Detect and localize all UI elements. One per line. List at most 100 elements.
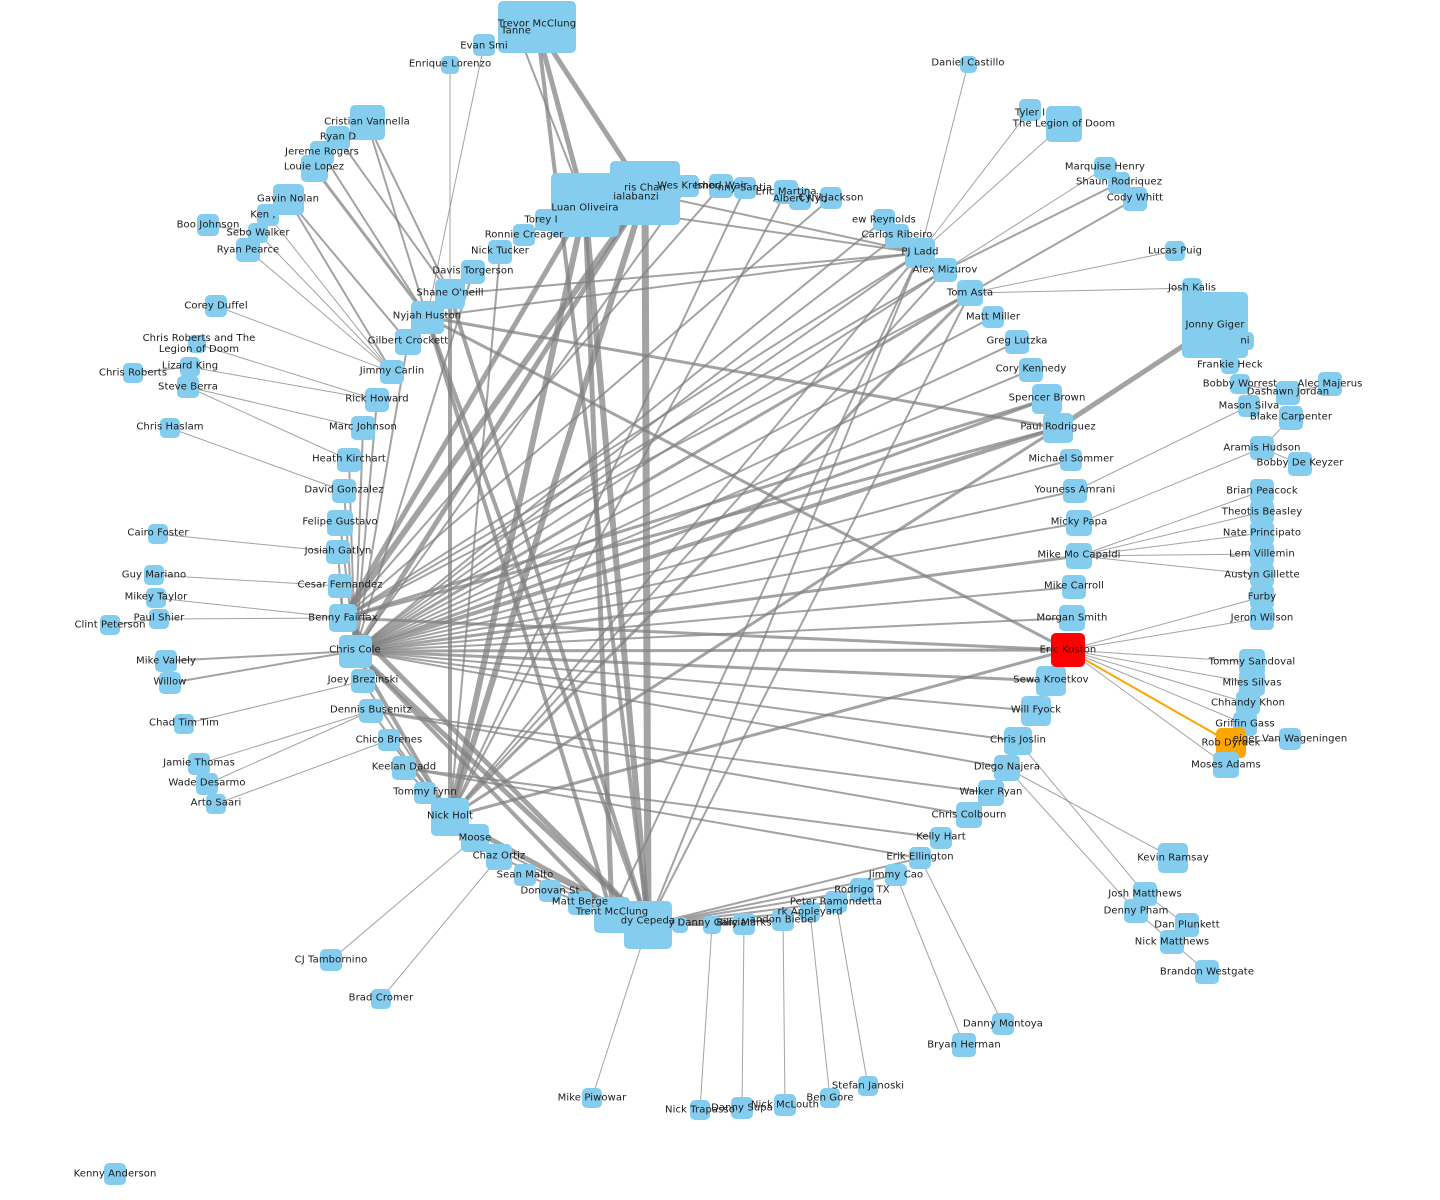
graph-node-arto-saari[interactable] <box>206 794 226 814</box>
graph-node-marc-johnson[interactable] <box>351 416 375 440</box>
graph-node-enrique-lorenzo[interactable] <box>441 56 459 74</box>
graph-node-pj-ladd[interactable] <box>905 238 935 268</box>
graph-node-eric-koston[interactable] <box>1051 633 1085 667</box>
graph-node-torey-l[interactable] <box>535 209 557 231</box>
graph-node-mike-mo-capaldi[interactable] <box>1066 543 1092 569</box>
graph-node-alex-mizurov[interactable] <box>933 258 957 282</box>
graph-node-kenny-anderson[interactable] <box>104 1163 126 1185</box>
graph-node-moses-adams[interactable] <box>1213 752 1239 778</box>
graph-node-diego-najera[interactable] <box>994 755 1020 781</box>
graph-node-luan-oliveira[interactable] <box>551 173 619 237</box>
graph-node-albert-nyberg[interactable] <box>789 188 811 210</box>
graph-node-denny-pham[interactable] <box>1124 899 1148 923</box>
graph-node-mike-piwowar[interactable] <box>582 1088 602 1108</box>
graph-node-cesar-fernandez[interactable] <box>328 574 352 598</box>
graph-node-nick-trapasso[interactable] <box>690 1100 710 1120</box>
graph-node-jimmy-carlin[interactable] <box>380 360 404 384</box>
graph-node-morgan-smith[interactable] <box>1059 605 1085 631</box>
graph-node-brad-cromer[interactable] <box>371 989 391 1009</box>
graph-node-ishod-wair[interactable] <box>709 174 733 198</box>
graph-node-manny-santiago[interactable] <box>734 177 756 199</box>
graph-node-blake-carpenter[interactable] <box>1279 406 1303 430</box>
graph-node-sean-malto[interactable] <box>514 864 536 886</box>
graph-node-paul-shier[interactable] <box>149 609 169 629</box>
graph-node-steve-berra[interactable] <box>177 376 199 398</box>
graph-node-joey-brezinski[interactable] <box>351 669 375 693</box>
graph-node-danny-garcia[interactable] <box>703 916 721 934</box>
graph-node-youness-amrani[interactable] <box>1063 479 1087 503</box>
graph-node-ryan-pearce[interactable] <box>236 238 260 262</box>
graph-node-evan-smith[interactable] <box>473 34 495 56</box>
graph-node-chhandy-khon[interactable] <box>1236 691 1260 715</box>
graph-node-chico-brenes[interactable] <box>378 729 400 751</box>
graph-node-amrani2[interactable] <box>1236 332 1254 350</box>
graph-node-nick-matthews[interactable] <box>1160 930 1184 954</box>
graph-node-frankie-heck[interactable] <box>1221 356 1239 374</box>
graph-node-gilbert-crockett[interactable] <box>395 329 421 355</box>
graph-node-tanner[interactable] <box>509 27 531 49</box>
graph-node-aramis-hudson[interactable] <box>1250 436 1274 460</box>
graph-node-stefan-janoski[interactable] <box>858 1076 878 1096</box>
graph-node-mark-appleyard[interactable] <box>800 902 820 922</box>
graph-node-dashawn-jordan[interactable] <box>1276 381 1300 405</box>
graph-node-walker-ryan[interactable] <box>978 780 1004 806</box>
graph-node-donovan-st[interactable] <box>539 880 561 902</box>
graph-node-sialabanzi[interactable] <box>626 187 646 207</box>
graph-node-nyjah-huston[interactable] <box>410 300 444 334</box>
graph-node-tommy-fynn[interactable] <box>414 782 436 804</box>
graph-node-will-fyock[interactable] <box>1021 696 1051 726</box>
graph-node-felipe-gustavo[interactable] <box>327 510 353 536</box>
graph-node-matt-miller[interactable] <box>982 306 1004 328</box>
graph-node-jamie-thomas[interactable] <box>188 753 210 775</box>
graph-node-david-gonzalez[interactable] <box>332 479 356 503</box>
graph-node-willow[interactable] <box>159 672 181 694</box>
graph-node-theotis-beasley[interactable] <box>1250 500 1274 524</box>
graph-node-wade-desarmo[interactable] <box>196 773 218 795</box>
graph-node-louie-lopez[interactable] <box>300 154 328 182</box>
graph-node-cristian-vannella[interactable] <box>349 104 385 140</box>
graph-node-dennis-busenitz[interactable] <box>359 699 383 723</box>
graph-node-guy-mariano[interactable] <box>144 565 164 585</box>
graph-node-chad-tim-tim[interactable] <box>174 714 194 734</box>
graph-node-josiah-gatlyn[interactable] <box>326 540 350 564</box>
graph-node-keelan-dadd[interactable] <box>392 756 416 780</box>
graph-node-ty-l[interactable] <box>672 917 688 933</box>
graph-node-bryan-herman[interactable] <box>952 1033 976 1057</box>
graph-node-cyril-jackson[interactable] <box>820 187 842 209</box>
graph-node-danny-supa[interactable] <box>731 1097 753 1119</box>
graph-node-benny-fairfax[interactable] <box>329 604 357 632</box>
graph-node-danny-montoya[interactable] <box>992 1013 1014 1035</box>
graph-node-brian-peacock[interactable] <box>1250 479 1274 503</box>
graph-node-paul-rodriguez[interactable] <box>1043 413 1073 443</box>
graph-node-clint-peterson[interactable] <box>100 615 120 635</box>
graph-node-chris-haslam[interactable] <box>160 418 180 438</box>
graph-node-jeron-wilson[interactable] <box>1250 606 1274 630</box>
graph-node-cairo-foster[interactable] <box>148 524 168 544</box>
graph-node-greg-lutzka[interactable] <box>1005 330 1029 354</box>
graph-node-jimmy-cao[interactable] <box>885 864 907 886</box>
graph-node-ronnie-creager[interactable] <box>513 224 535 246</box>
graph-node-alec-majerus[interactable] <box>1318 372 1342 396</box>
graph-node-wes-kremer[interactable] <box>677 175 699 197</box>
graph-node-tom-asta[interactable] <box>957 280 983 306</box>
graph-node-mike-vallely[interactable] <box>155 650 177 672</box>
graph-node-tyler-l[interactable] <box>1019 99 1041 121</box>
graph-node-michael-sommer[interactable] <box>1060 449 1082 471</box>
graph-node-davis-torgerson[interactable] <box>461 260 485 284</box>
graph-node-kevin-ramsay[interactable] <box>1158 843 1188 873</box>
graph-node-ken[interactable] <box>257 204 279 226</box>
graph-node-billy-marks[interactable] <box>733 913 755 935</box>
graph-node-daniel-castillo[interactable] <box>959 55 977 73</box>
graph-node-rick-howard[interactable] <box>365 388 389 412</box>
graph-node-furby[interactable] <box>1250 585 1274 609</box>
graph-node-chris-roberts[interactable] <box>123 363 143 383</box>
graph-node-mikey-taylor[interactable] <box>146 588 166 608</box>
graph-node-chris-roberts-legion[interactable] <box>188 335 206 353</box>
graph-node-spencer-brown[interactable] <box>1032 384 1062 414</box>
graph-node-chris-joslin[interactable] <box>1004 727 1032 755</box>
graph-node-nate-principato[interactable] <box>1250 521 1274 545</box>
graph-node-lem-villemin[interactable] <box>1250 542 1274 566</box>
graph-node-chris-cole[interactable] <box>338 634 372 668</box>
graph-node-sewa-kroetkov[interactable] <box>1036 666 1066 696</box>
